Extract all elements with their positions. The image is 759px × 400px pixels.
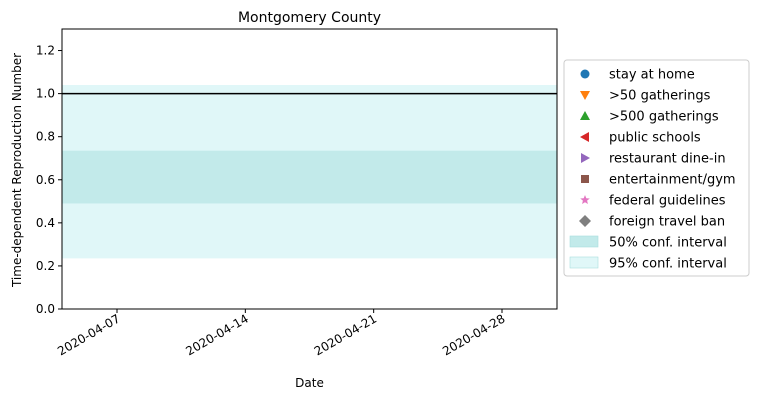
legend-label: 50% conf. interval xyxy=(609,236,727,251)
legend-marker-triangle-down xyxy=(580,91,590,100)
legend-marker-triangle-up xyxy=(580,111,590,120)
legend-marker-star xyxy=(580,195,590,205)
y-axis-ticks: 0.0 0.2 0.4 0.6 0.8 1.0 1.2 xyxy=(36,44,62,316)
x-tick-label: 2020-04-28 xyxy=(440,311,507,358)
x-tick-label: 2020-04-14 xyxy=(183,311,250,358)
legend-label: restaurant dine-in xyxy=(609,152,726,167)
y-tick-label: 1.0 xyxy=(36,87,55,101)
x-tick-label: 2020-04-07 xyxy=(55,311,122,358)
legend-label: >50 gatherings xyxy=(609,89,711,104)
legend-marker-circle xyxy=(580,69,590,79)
chart-title: Montgomery County xyxy=(238,10,381,26)
x-axis-ticks: 2020-04-07 2020-04-14 2020-04-21 2020-04-28 xyxy=(55,309,508,358)
y-tick-label: 0.6 xyxy=(36,173,55,187)
legend-label: federal guidelines xyxy=(609,194,726,209)
y-tick-label: 0.4 xyxy=(36,216,55,230)
legend-label: 95% conf. interval xyxy=(609,257,727,272)
legend-label: foreign travel ban xyxy=(609,215,725,230)
legend-label: >500 gatherings xyxy=(609,110,719,125)
legend-marker-triangle-left xyxy=(580,132,589,142)
y-tick-label: 0.0 xyxy=(36,302,55,316)
legend-label: public schools xyxy=(609,131,701,146)
y-tick-label: 0.2 xyxy=(36,259,55,273)
ci50-band xyxy=(62,150,557,204)
legend-marker-triangle-right xyxy=(581,153,590,163)
x-tick-label: 2020-04-21 xyxy=(312,311,379,358)
legend-label: stay at home xyxy=(609,68,695,83)
y-axis-label: Time-dependent Reproduction Number xyxy=(10,53,24,288)
legend-frame xyxy=(563,59,750,277)
legend-marker-diamond xyxy=(579,215,591,227)
legend-marker-patch xyxy=(569,235,599,248)
legend: stay at home >50 gatherings >500 gathering… xyxy=(563,59,750,277)
legend-marker-patch xyxy=(569,256,599,269)
y-tick-label: 1.2 xyxy=(36,44,55,58)
y-tick-label: 0.8 xyxy=(36,130,55,144)
plot-frame xyxy=(61,28,558,310)
x-axis-label: Date xyxy=(295,376,324,390)
legend-marker-square xyxy=(581,175,589,183)
legend-label: entertainment/gym xyxy=(609,173,736,188)
